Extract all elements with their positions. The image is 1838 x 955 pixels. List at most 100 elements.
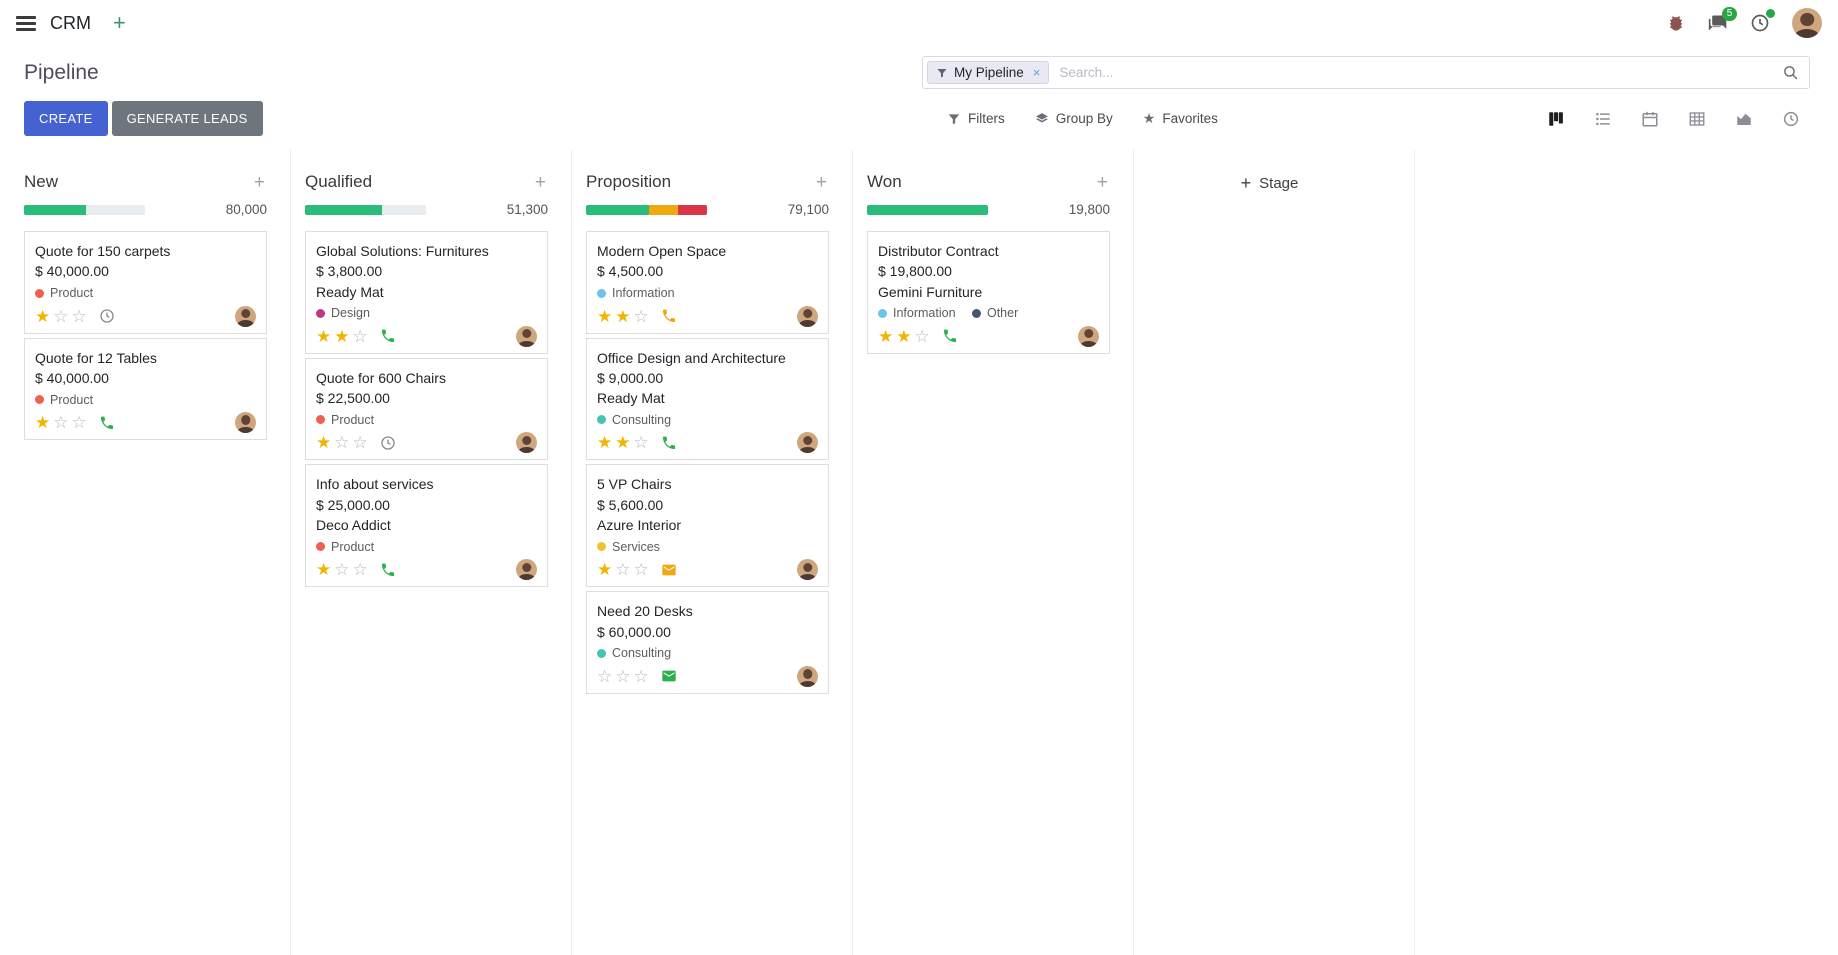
graph-view-icon[interactable] <box>1735 110 1753 128</box>
progress-success-segment[interactable] <box>305 204 383 215</box>
progress-bar[interactable] <box>586 204 707 215</box>
favorites-button[interactable]: ★ Favorites <box>1143 110 1218 127</box>
salesperson-avatar[interactable] <box>516 559 537 581</box>
apps-menu-icon[interactable] <box>16 15 36 31</box>
card-amount: $ 40,000.00 <box>35 369 109 386</box>
favorites-label: Favorites <box>1162 111 1218 126</box>
group-by-button[interactable]: Group By <box>1035 111 1113 126</box>
envelope-icon[interactable] <box>661 562 677 578</box>
facet-remove-icon[interactable]: × <box>1032 65 1041 80</box>
salesperson-avatar[interactable] <box>516 325 537 347</box>
priority-stars[interactable]: ★☆☆ <box>316 433 371 453</box>
priority-stars[interactable]: ★☆☆ <box>597 560 652 580</box>
card-title: Distributor Contract <box>878 243 999 259</box>
filters-button[interactable]: Filters <box>947 111 1005 126</box>
activities-icon[interactable] <box>1750 8 1776 33</box>
salesperson-avatar[interactable] <box>797 305 818 327</box>
generate-leads-button[interactable]: GENERATE LEADS <box>111 101 263 136</box>
priority-stars[interactable]: ★★☆ <box>316 326 371 346</box>
progress-bar[interactable] <box>867 204 988 215</box>
salesperson-avatar[interactable] <box>797 432 818 454</box>
stage-name: New <box>24 172 59 191</box>
search-bar[interactable]: My Pipeline × <box>922 56 1810 89</box>
clock-icon[interactable] <box>380 435 396 451</box>
calendar-view-icon[interactable] <box>1641 110 1659 128</box>
kanban-card[interactable]: Need 20 Desks $ 60,000.00 Consulting ☆☆☆ <box>586 591 829 694</box>
search-icon[interactable] <box>1782 64 1799 81</box>
card-tags: Product <box>316 538 537 556</box>
facet-label: My Pipeline <box>954 65 1024 80</box>
card-amount: $ 19,800.00 <box>878 263 952 280</box>
card-title: 5 VP Chairs <box>597 476 672 493</box>
kanban-card[interactable]: Quote for 12 Tables $ 40,000.00 Product … <box>24 337 267 441</box>
quick-add-icon[interactable]: + <box>815 171 827 193</box>
salesperson-avatar[interactable] <box>1078 325 1099 347</box>
phone-icon[interactable] <box>661 435 677 451</box>
create-button[interactable]: CREATE <box>24 101 108 136</box>
kanban-card[interactable]: Modern Open Space $ 4,500.00 Information… <box>586 231 829 334</box>
priority-stars[interactable]: ★☆☆ <box>35 306 90 326</box>
stage-total: 79,100 <box>787 202 829 217</box>
tag-label: Product <box>331 539 375 554</box>
kanban-card[interactable]: Global Solutions: Furnitures $ 3,800.00 … <box>305 231 548 354</box>
messages-icon[interactable]: 5 <box>1708 7 1737 33</box>
tag-label: Product <box>50 286 94 301</box>
bug-icon[interactable] <box>1666 13 1686 33</box>
phone-icon[interactable] <box>661 308 677 324</box>
progress-danger-segment[interactable] <box>677 204 707 215</box>
kanban-card[interactable]: Office Design and Architecture $ 9,000.0… <box>586 337 829 461</box>
add-icon[interactable]: + <box>113 10 126 35</box>
progress-success-segment[interactable] <box>867 204 988 215</box>
page-title: Pipeline <box>24 60 99 84</box>
user-avatar[interactable] <box>1792 8 1822 38</box>
progress-success-segment[interactable] <box>24 204 86 215</box>
card-title: Global Solutions: Furnitures <box>316 243 489 259</box>
kanban-card[interactable]: Distributor Contract $ 19,800.00 Gemini … <box>867 231 1110 354</box>
tag-label: Other <box>986 306 1019 321</box>
envelope-icon[interactable] <box>661 668 677 684</box>
kanban-view-icon[interactable] <box>1547 110 1565 128</box>
salesperson-avatar[interactable] <box>797 559 818 581</box>
kanban-card[interactable]: 5 VP Chairs $ 5,600.00 Azure Interior Se… <box>586 464 829 588</box>
activity-view-icon[interactable] <box>1782 110 1800 128</box>
card-tags: Consulting <box>597 645 818 663</box>
salesperson-avatar[interactable] <box>235 412 256 434</box>
kanban-card[interactable]: Quote for 150 carpets $ 40,000.00 Produc… <box>24 231 267 334</box>
phone-icon[interactable] <box>380 562 396 578</box>
progress-bar[interactable] <box>305 204 426 215</box>
tag-label: Product <box>331 412 375 427</box>
list-view-icon[interactable] <box>1594 110 1612 128</box>
priority-stars[interactable]: ★☆☆ <box>35 413 90 433</box>
kanban-card[interactable]: Info about services $ 25,000.00 Deco Add… <box>305 464 548 588</box>
priority-stars[interactable]: ★★☆ <box>878 326 933 346</box>
quick-add-icon[interactable]: + <box>253 171 265 193</box>
phone-icon[interactable] <box>380 328 396 344</box>
tag-label: Information <box>893 306 956 321</box>
pivot-view-icon[interactable] <box>1688 110 1706 128</box>
phone-icon[interactable] <box>942 328 958 344</box>
card-title: Quote for 600 Chairs <box>316 369 446 386</box>
phone-icon[interactable] <box>99 415 115 431</box>
card-partner: Ready Mat <box>597 390 665 407</box>
priority-stars[interactable]: ★☆☆ <box>316 560 371 580</box>
search-facet[interactable]: My Pipeline × <box>927 61 1050 84</box>
salesperson-avatar[interactable] <box>235 305 256 327</box>
progress-success-segment[interactable] <box>586 204 649 215</box>
priority-stars[interactable]: ☆☆☆ <box>597 666 652 686</box>
kanban-card[interactable]: Quote for 600 Chairs $ 22,500.00 Product… <box>305 357 548 461</box>
salesperson-avatar[interactable] <box>516 432 537 454</box>
progress-warning-segment[interactable] <box>648 204 678 215</box>
search-input[interactable] <box>1049 65 1782 80</box>
priority-stars[interactable]: ★★☆ <box>597 306 652 326</box>
stage-column-proposition: Proposition + 79,100 Modern Open Space $… <box>586 150 853 955</box>
clock-icon[interactable] <box>99 308 115 324</box>
app-name[interactable]: CRM <box>50 12 91 33</box>
add-stage-button[interactable]: + Stage <box>1148 174 1391 192</box>
priority-stars[interactable]: ★★☆ <box>597 433 652 453</box>
salesperson-avatar[interactable] <box>797 665 818 687</box>
filter-icon <box>948 113 960 124</box>
quick-add-icon[interactable]: + <box>1096 171 1108 193</box>
progress-bar[interactable] <box>24 204 145 215</box>
plus-icon: + <box>1240 173 1252 193</box>
quick-add-icon[interactable]: + <box>534 171 546 193</box>
